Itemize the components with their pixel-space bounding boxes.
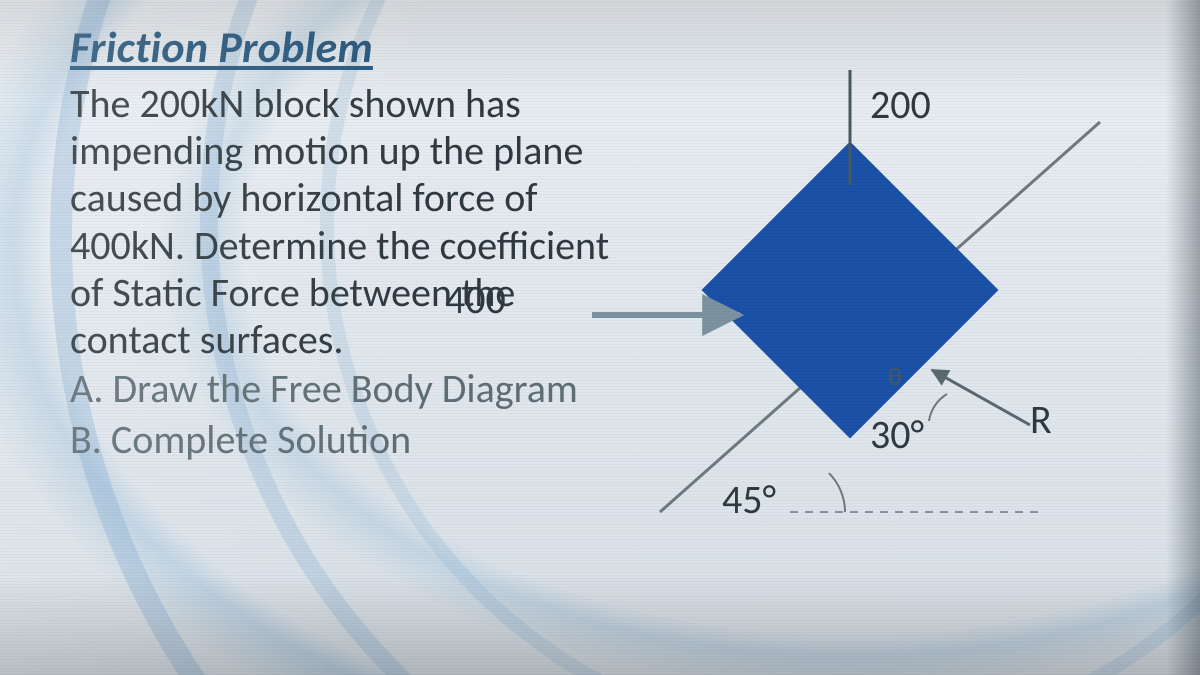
arc-45	[829, 473, 845, 512]
diagram-svg	[580, 50, 1200, 610]
text-column: Friction Problem The 200kN block shown h…	[70, 20, 610, 465]
force-reaction-r	[932, 370, 1030, 425]
task-a: A. Draw the Free Body Diagram	[70, 365, 610, 414]
arc-30	[929, 394, 947, 421]
label-30: 30°	[870, 410, 924, 459]
slide: Friction Problem The 200kN block shown h…	[0, 0, 1200, 675]
task-b: B. Complete Solution	[70, 416, 610, 465]
page-title: Friction Problem	[70, 20, 610, 74]
label-r: R	[1030, 395, 1052, 444]
label-200: 200	[870, 80, 931, 129]
problem-statement: The 200kN block shown has impending moti…	[70, 80, 610, 363]
label-45: 45°	[722, 475, 776, 524]
label-400: 400	[445, 275, 506, 324]
label-theta: θ	[888, 360, 902, 392]
block-shape	[702, 142, 999, 439]
diagram: 200 400 R θ 30° 45°	[580, 50, 1140, 570]
